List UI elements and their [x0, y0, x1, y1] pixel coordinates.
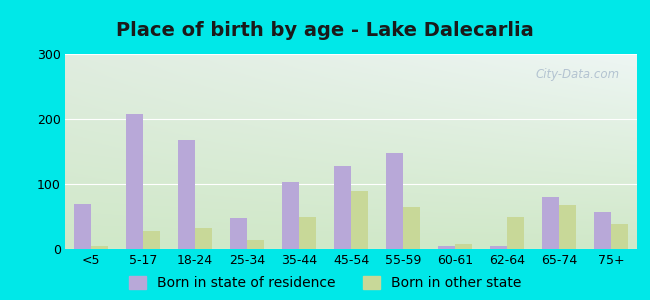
Bar [403, 207, 420, 249]
Bar [334, 166, 351, 249]
Text: Place of birth by age - Lake Dalecarlia: Place of birth by age - Lake Dalecarlia [116, 21, 534, 40]
Bar [386, 153, 403, 249]
Bar [74, 203, 91, 249]
Bar [594, 212, 611, 249]
Bar [507, 217, 524, 249]
Legend: Born in state of residence, Born in other state: Born in state of residence, Born in othe… [129, 276, 521, 290]
Bar [438, 246, 455, 249]
Bar [455, 244, 472, 249]
Bar [143, 231, 160, 249]
Bar [611, 224, 628, 249]
Bar [195, 228, 212, 249]
Bar [247, 240, 264, 249]
Bar [559, 205, 576, 249]
Bar [178, 140, 195, 249]
Bar [351, 190, 368, 249]
Bar [91, 246, 108, 249]
Bar [282, 182, 299, 249]
Bar [542, 197, 559, 249]
Text: City-Data.com: City-Data.com [536, 68, 620, 81]
Bar [230, 218, 247, 249]
Bar [490, 246, 507, 249]
Bar [126, 114, 143, 249]
Bar [299, 217, 316, 249]
